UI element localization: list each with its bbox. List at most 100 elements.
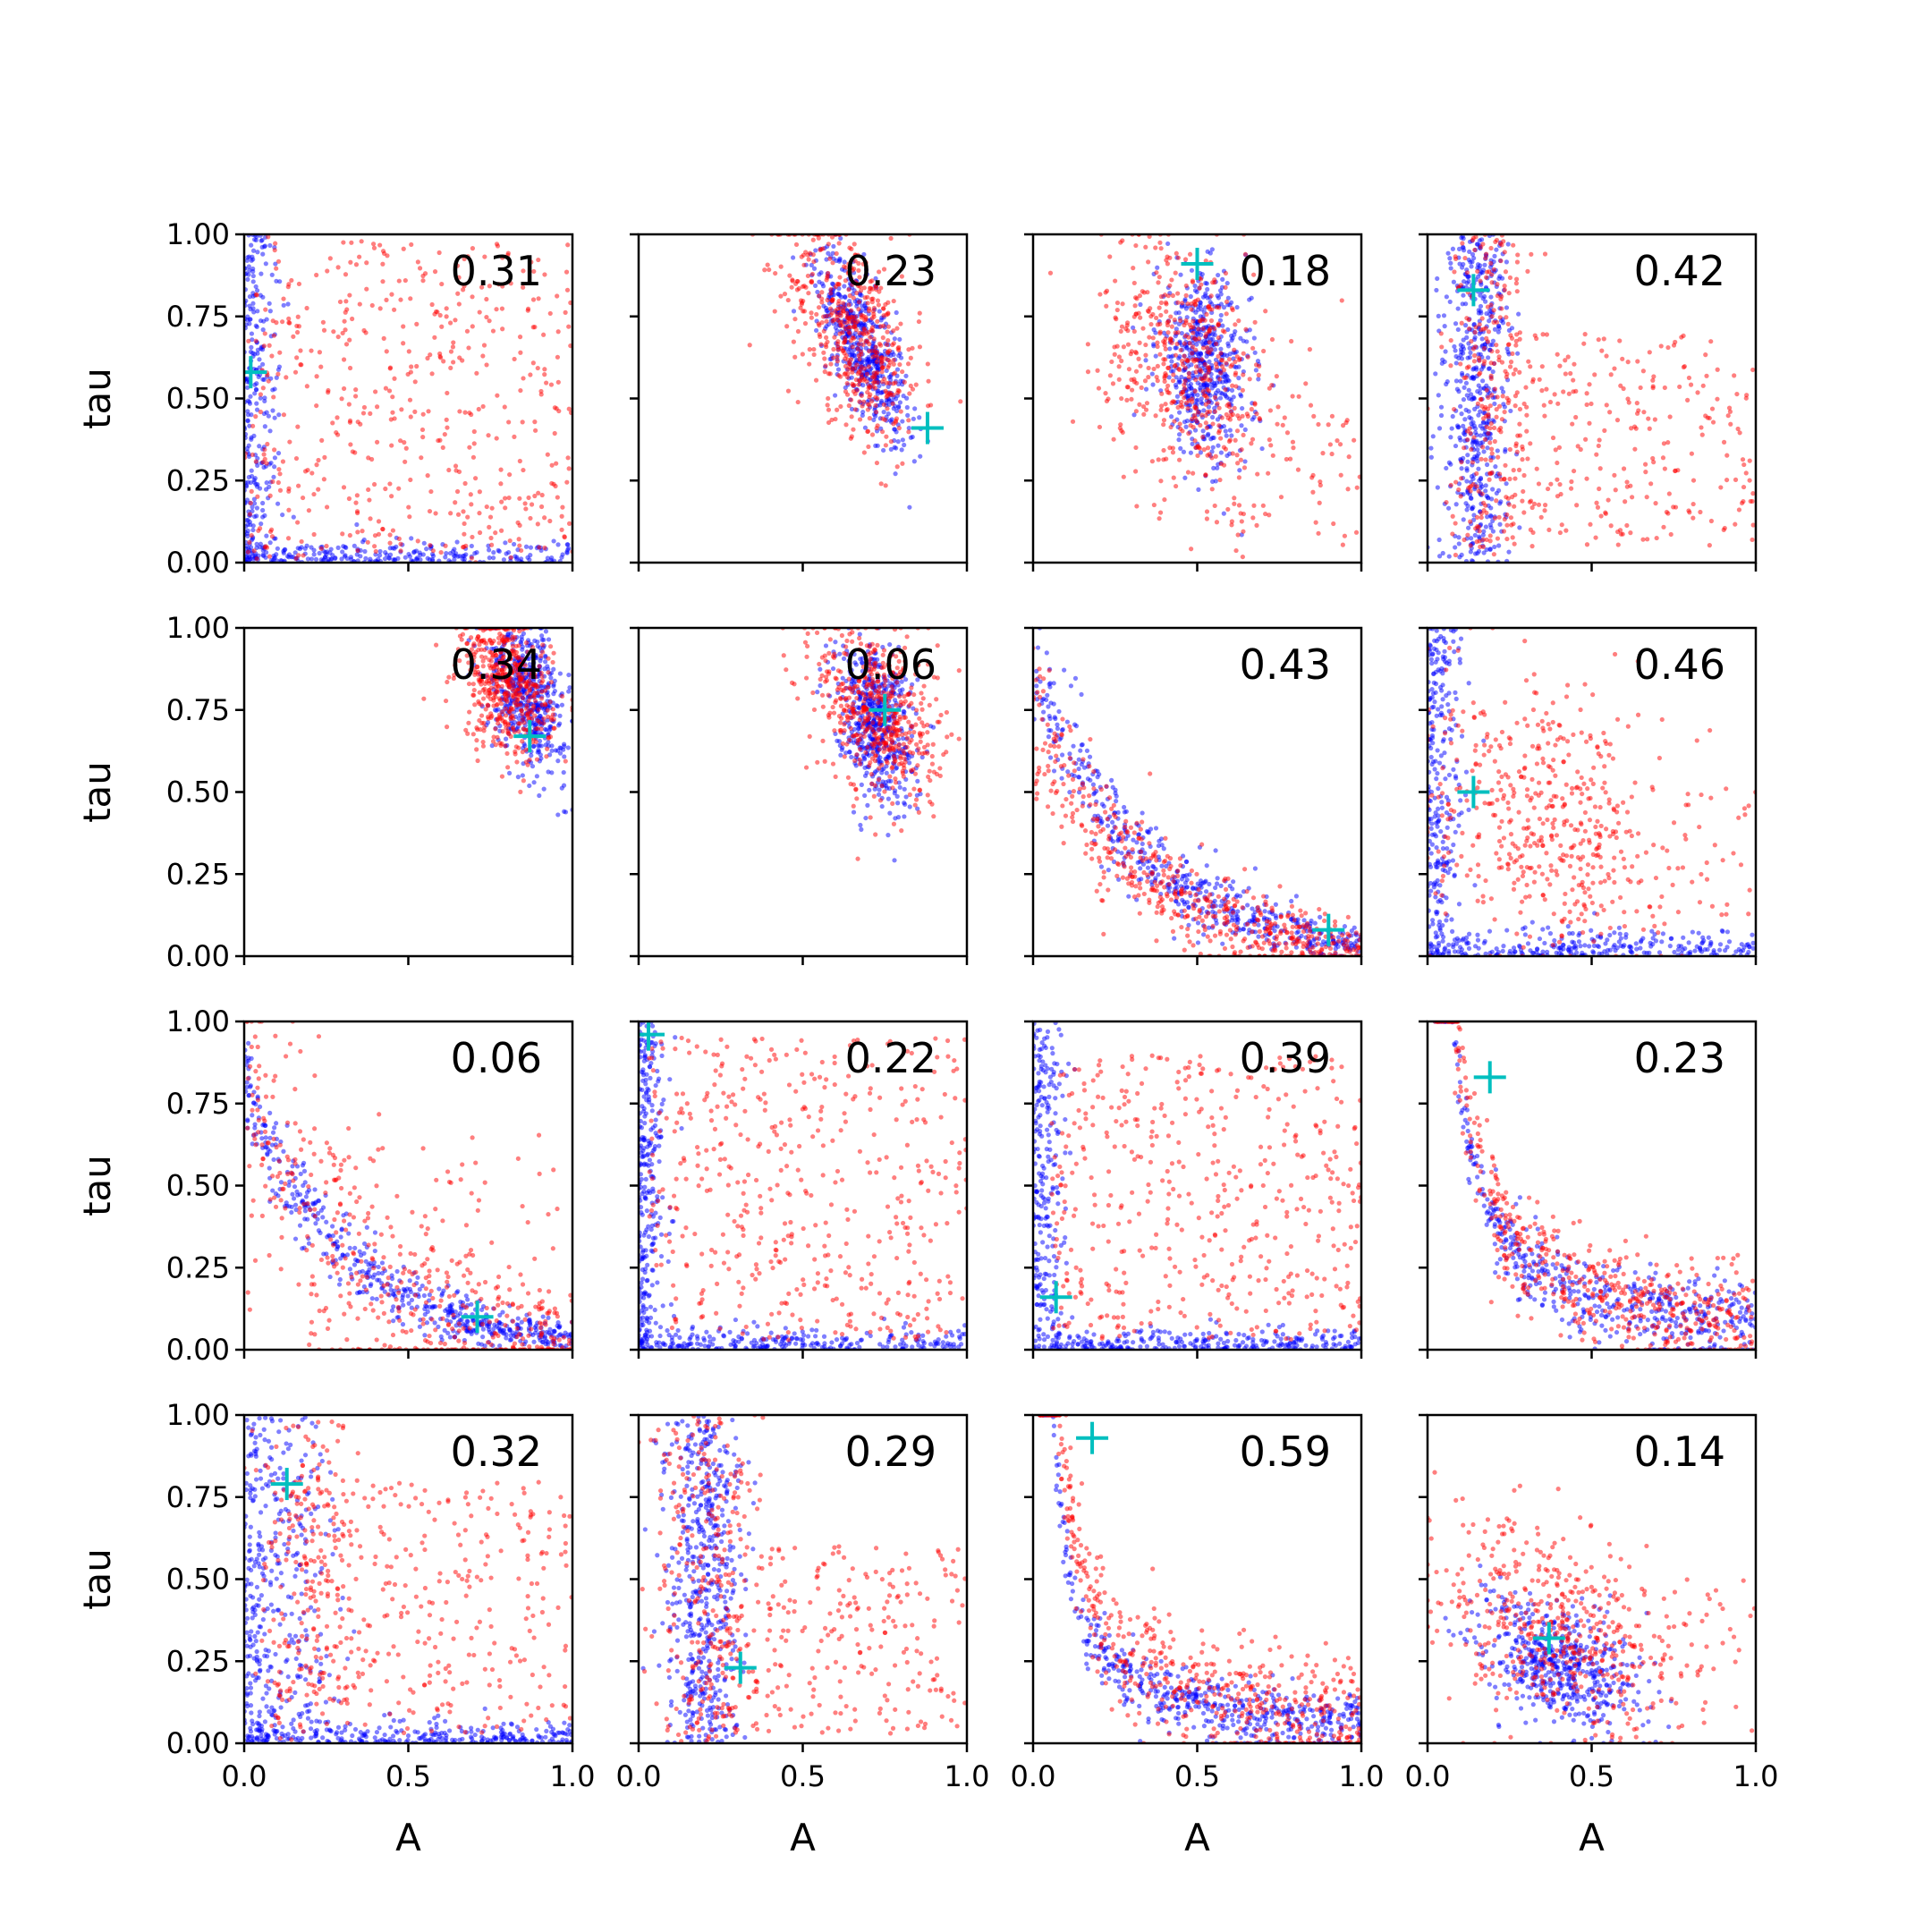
blue-point xyxy=(1467,249,1472,255)
red-point xyxy=(873,352,878,358)
red-point xyxy=(1203,420,1208,426)
red-point xyxy=(1320,451,1326,456)
blue-point xyxy=(1433,371,1438,377)
red-point xyxy=(1095,368,1100,373)
red-point xyxy=(1632,446,1638,452)
red-point xyxy=(869,398,875,404)
red-point xyxy=(865,389,870,395)
red-point xyxy=(1232,501,1237,506)
red-point xyxy=(809,271,815,277)
blue-point xyxy=(1188,381,1194,387)
red-point xyxy=(1515,433,1521,438)
blue-point xyxy=(1194,342,1199,347)
red-point xyxy=(1517,330,1522,335)
red-point xyxy=(867,394,872,400)
red-point xyxy=(1131,377,1137,382)
red-point xyxy=(1598,513,1604,519)
blue-point xyxy=(311,547,317,553)
red-point xyxy=(1346,454,1352,460)
red-point xyxy=(845,270,851,276)
red-point xyxy=(448,349,454,354)
red-point xyxy=(1196,336,1202,342)
red-point xyxy=(433,511,438,516)
blue-point xyxy=(1211,435,1216,441)
red-point xyxy=(412,409,418,414)
blue-point xyxy=(271,553,276,559)
blue-point xyxy=(1453,443,1459,449)
red-point xyxy=(1177,367,1182,373)
blue-point xyxy=(551,666,556,672)
red-point xyxy=(847,245,852,250)
red-point xyxy=(1116,364,1122,369)
red-point xyxy=(1511,468,1516,473)
red-point xyxy=(825,402,830,408)
red-point xyxy=(891,371,896,377)
red-point xyxy=(245,549,251,555)
red-point xyxy=(850,369,855,375)
red-point xyxy=(1190,416,1195,422)
red-point xyxy=(1097,424,1103,430)
red-point xyxy=(1162,378,1167,385)
red-point xyxy=(1114,307,1120,313)
red-point xyxy=(1104,288,1110,293)
red-point xyxy=(1513,476,1518,481)
blue-point xyxy=(281,302,286,308)
blue-point xyxy=(1487,264,1494,269)
red-point xyxy=(1744,393,1750,398)
blue-point xyxy=(865,358,870,363)
red-point xyxy=(300,495,306,501)
red-point xyxy=(1183,318,1189,324)
red-point xyxy=(1241,432,1246,437)
panel-4: 0.42 xyxy=(1419,233,1758,572)
red-point xyxy=(1575,444,1580,449)
red-point xyxy=(875,318,880,324)
red-point xyxy=(1667,414,1673,419)
red-point xyxy=(846,402,852,409)
red-point xyxy=(1116,354,1123,360)
blue-point xyxy=(1198,352,1204,357)
red-point xyxy=(1534,335,1539,342)
red-point xyxy=(873,402,878,408)
red-point xyxy=(555,495,560,500)
red-point xyxy=(1668,531,1674,538)
red-point xyxy=(1517,369,1522,375)
red-point xyxy=(468,492,473,497)
red-point xyxy=(398,297,403,302)
red-point xyxy=(1496,514,1502,520)
blue-point xyxy=(1481,529,1487,534)
blue-point xyxy=(447,550,453,556)
red-point xyxy=(1491,267,1496,272)
blue-point xyxy=(849,375,854,380)
red-point xyxy=(917,344,923,350)
red-point xyxy=(441,359,446,364)
red-point xyxy=(555,293,560,299)
blue-point xyxy=(273,261,278,267)
blue-point xyxy=(1505,242,1511,247)
red-point xyxy=(380,261,386,267)
blue-point xyxy=(562,743,567,749)
blue-point xyxy=(251,496,257,502)
red-point xyxy=(542,367,547,372)
blue-point xyxy=(1182,475,1188,480)
red-point xyxy=(822,369,827,375)
red-point xyxy=(1193,377,1199,383)
red-point xyxy=(830,318,835,324)
red-point xyxy=(1307,347,1312,352)
red-point xyxy=(1620,356,1625,361)
blue-point xyxy=(262,424,267,429)
red-point xyxy=(1495,349,1500,354)
blue-point xyxy=(463,552,469,557)
red-point xyxy=(374,404,380,410)
blue-point xyxy=(392,556,398,563)
blue-point xyxy=(1250,417,1255,422)
blue-point xyxy=(363,555,369,561)
red-point xyxy=(1124,385,1130,390)
red-point xyxy=(1158,294,1165,300)
red-point xyxy=(1504,536,1510,542)
red-point xyxy=(1191,470,1196,476)
red-point xyxy=(483,707,488,712)
blue-point xyxy=(838,235,843,242)
red-point xyxy=(503,743,508,749)
red-point xyxy=(1603,510,1608,515)
red-point xyxy=(392,376,397,381)
